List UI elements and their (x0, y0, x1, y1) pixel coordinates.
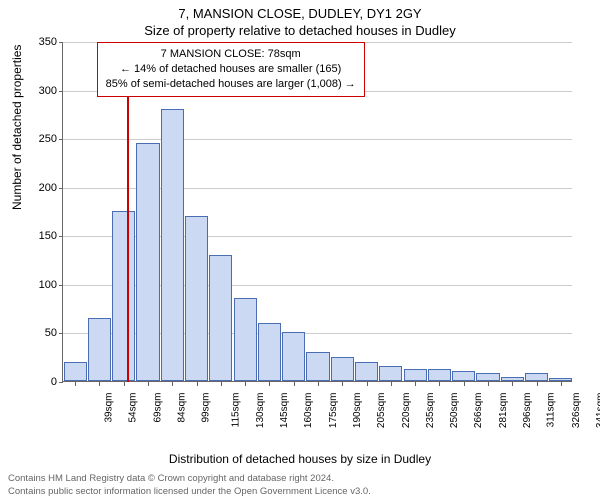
xtick-label: 160sqm (304, 393, 315, 429)
xtick-mark (488, 382, 489, 386)
xtick-mark (148, 382, 149, 386)
histogram-bar (64, 362, 87, 381)
xtick-mark (561, 382, 562, 386)
xtick-label: 281sqm (498, 393, 509, 429)
xtick-label: 235sqm (425, 393, 436, 429)
reference-callout: 7 MANSION CLOSE: 78sqm← 14% of detached … (97, 42, 365, 97)
xtick-label: 130sqm (255, 393, 266, 429)
xtick-label: 220sqm (401, 393, 412, 429)
callout-line: 7 MANSION CLOSE: 78sqm (106, 47, 356, 62)
xtick-mark (245, 382, 246, 386)
xtick-mark (367, 382, 368, 386)
xtick-mark (342, 382, 343, 386)
histogram-bar (136, 143, 159, 381)
xtick-label: 99sqm (201, 393, 212, 423)
footer-line-1: Contains HM Land Registry data © Crown c… (8, 473, 371, 485)
histogram-bar (282, 332, 305, 381)
xtick-label: 84sqm (177, 393, 188, 423)
histogram-bar (501, 377, 524, 381)
histogram-bar (258, 323, 281, 381)
gridline (63, 139, 572, 140)
ytick-mark (59, 382, 63, 383)
histogram-bar (404, 369, 427, 381)
xtick-label: 311sqm (546, 393, 557, 428)
histogram-bar (88, 318, 111, 381)
x-axis-label: Distribution of detached houses by size … (0, 452, 600, 466)
xtick-mark (439, 382, 440, 386)
xtick-mark (464, 382, 465, 386)
xtick-label: 205sqm (376, 393, 387, 429)
footer-attribution: Contains HM Land Registry data © Crown c… (8, 473, 371, 498)
histogram-bar (306, 352, 329, 381)
ytick-label: 200 (17, 182, 57, 194)
xtick-label: 39sqm (104, 393, 115, 423)
xtick-mark (512, 382, 513, 386)
xtick-label: 115sqm (230, 393, 241, 428)
xtick-mark (172, 382, 173, 386)
xtick-mark (391, 382, 392, 386)
xtick-label: 296sqm (522, 393, 533, 429)
xtick-label: 250sqm (449, 393, 460, 429)
callout-line: 85% of semi-detached houses are larger (… (106, 77, 356, 92)
histogram-bar (428, 369, 451, 381)
ytick-label: 100 (17, 279, 57, 291)
chart-title-main: 7, MANSION CLOSE, DUDLEY, DY1 2GY (0, 0, 600, 21)
xtick-mark (197, 382, 198, 386)
xtick-label: 266sqm (474, 393, 485, 429)
xtick-label: 326sqm (571, 393, 582, 429)
ytick-label: 0 (17, 376, 57, 388)
chart-title-sub: Size of property relative to detached ho… (0, 21, 600, 38)
histogram-bar (331, 357, 354, 381)
xtick-mark (221, 382, 222, 386)
histogram-bar (355, 362, 378, 381)
xtick-mark (99, 382, 100, 386)
histogram-bar (476, 373, 499, 381)
plot-area: 05010015020025030035039sqm54sqm69sqm84sq… (62, 42, 572, 382)
histogram-bar (112, 211, 135, 381)
xtick-mark (537, 382, 538, 386)
histogram-bar (209, 255, 232, 381)
xtick-mark (294, 382, 295, 386)
ytick-label: 150 (17, 230, 57, 242)
footer-line-2: Contains public sector information licen… (8, 486, 371, 498)
histogram-bar (525, 373, 548, 381)
xtick-mark (318, 382, 319, 386)
ytick-label: 50 (17, 327, 57, 339)
ytick-label: 300 (17, 85, 57, 97)
histogram-bar (452, 371, 475, 381)
xtick-label: 145sqm (279, 393, 290, 429)
xtick-mark (75, 382, 76, 386)
reference-line (127, 84, 129, 382)
xtick-label: 341sqm (595, 393, 600, 429)
ytick-label: 250 (17, 133, 57, 145)
ytick-label: 350 (17, 36, 57, 48)
histogram-bar (379, 366, 402, 381)
xtick-label: 190sqm (352, 393, 363, 429)
xtick-label: 175sqm (328, 393, 339, 429)
callout-line: ← 14% of detached houses are smaller (16… (106, 62, 356, 77)
xtick-mark (269, 382, 270, 386)
xtick-mark (124, 382, 125, 386)
chart-container: 05010015020025030035039sqm54sqm69sqm84sq… (62, 42, 572, 412)
xtick-label: 69sqm (152, 393, 163, 423)
histogram-bar (185, 216, 208, 381)
histogram-bar (549, 378, 572, 381)
histogram-bar (234, 298, 257, 381)
histogram-bar (161, 109, 184, 381)
xtick-label: 54sqm (128, 393, 139, 423)
xtick-mark (415, 382, 416, 386)
